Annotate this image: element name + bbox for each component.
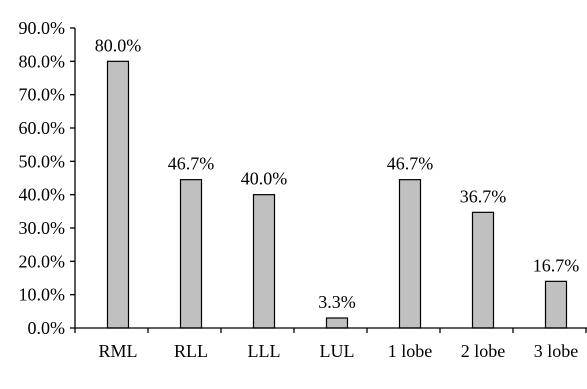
y-tick-label: 10.0% <box>19 285 66 305</box>
data-label: 16.7% <box>533 255 580 275</box>
bar-lll <box>252 194 276 329</box>
bar-lul <box>325 317 349 329</box>
data-label: 3.3% <box>318 292 356 312</box>
data-label: 46.7% <box>387 154 434 174</box>
bar-1-lobe <box>398 179 422 329</box>
x-category-label: RML <box>98 341 137 361</box>
bar-2-lobe <box>471 211 495 329</box>
data-label: 80.0% <box>95 35 142 55</box>
y-tick-label: 40.0% <box>19 185 66 205</box>
y-tick-label: 90.0% <box>19 18 66 38</box>
data-label: 46.7% <box>168 154 215 174</box>
x-category-label: 1 lobe <box>388 341 433 361</box>
x-category-label: 3 lobe <box>534 341 579 361</box>
bar-rml <box>106 60 130 329</box>
y-tick-label: 80.0% <box>19 51 66 71</box>
data-labels: 80.0% 46.7% 40.0% 3.3% 46.7% 36.7% 16.7% <box>95 35 580 312</box>
y-tick-label: 70.0% <box>19 85 66 105</box>
y-tick-label: 20.0% <box>19 251 66 271</box>
data-label: 36.7% <box>460 186 507 206</box>
data-label: 40.0% <box>241 169 288 189</box>
x-category-label: LUL <box>320 341 355 361</box>
x-category-label: LLL <box>248 341 281 361</box>
x-axis: RML RLL LLL LUL 1 lobe 2 lobe 3 lobe <box>74 327 587 361</box>
y-tick-label: 60.0% <box>19 118 66 138</box>
x-category-label: 2 lobe <box>461 341 506 361</box>
y-tick-label: 0.0% <box>28 318 66 338</box>
y-tick-label: 50.0% <box>19 151 66 171</box>
x-category-label: RLL <box>174 341 208 361</box>
bar-rll <box>179 179 203 329</box>
y-axis: 0.0% 10.0% 20.0% 30.0% 40.0% 50.0% 60.0% 70.0% 8… <box>19 18 76 338</box>
bar-3-lobe <box>544 280 568 329</box>
y-tick-label: 30.0% <box>19 218 66 238</box>
